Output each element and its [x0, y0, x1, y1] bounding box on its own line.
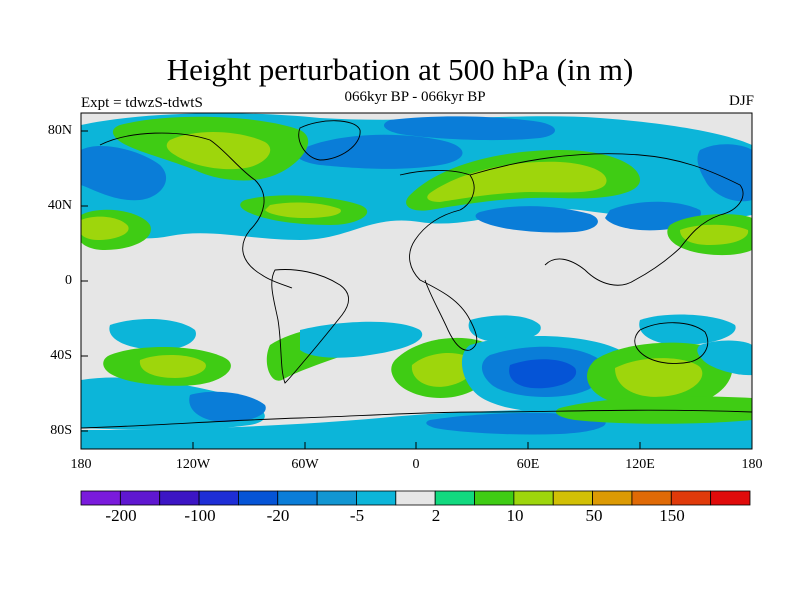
colorbar-swatch — [552, 490, 593, 506]
colorbar-label: -5 — [349, 506, 365, 525]
central-asia-blue — [475, 206, 598, 233]
colorbar-swatch — [710, 490, 751, 506]
lon-label-180w: 180 — [70, 457, 92, 472]
colorbar-label: -100 — [184, 506, 216, 525]
colorbar-swatch — [631, 490, 672, 506]
colorbar-swatch — [159, 490, 200, 506]
colorbar-label: 2 — [431, 506, 441, 525]
colorbar-swatch — [277, 490, 318, 506]
lon-label-0: 0 — [412, 457, 420, 472]
lat-label-0: 0 — [65, 273, 72, 288]
lat-label-80n: 80N — [47, 123, 72, 138]
lon-label-180e: 180 — [741, 457, 763, 472]
north-pacific-blue-2 — [697, 144, 752, 202]
colorbar-swatch — [670, 490, 712, 506]
europe-africa-coast — [399, 170, 478, 351]
canada-blue — [296, 134, 463, 169]
lat-label-40s: 40S — [50, 348, 72, 363]
colorbar-label: -200 — [105, 506, 137, 525]
lon-label-120e: 120E — [625, 457, 655, 472]
tropical-blue-3 — [639, 314, 736, 345]
period-label: 066kyr BP - 066kyr BP — [344, 89, 486, 105]
asia-coast — [469, 153, 744, 286]
australia-s-yellow — [615, 358, 703, 397]
colorbar-swatch — [316, 490, 357, 506]
australia-coast — [634, 322, 709, 364]
colorbar-label: 50 — [585, 506, 603, 525]
s-atlantic-band — [300, 321, 423, 358]
contour-field — [81, 113, 752, 449]
colorbar-swatch — [198, 490, 239, 506]
coastlines — [81, 120, 752, 429]
colorbar-swatch — [395, 490, 436, 506]
lon-label-60w: 60W — [291, 457, 319, 472]
atlantic-yellow — [265, 202, 341, 218]
arctic-ocean-blue — [384, 116, 555, 141]
antarctic-deepblue — [426, 412, 606, 435]
nw-pacific-yellow — [81, 216, 129, 240]
colorbar — [80, 490, 751, 506]
colorbar-swatch — [119, 490, 161, 506]
ne-pacific-yellow — [680, 224, 749, 245]
colorbar-swatch — [513, 490, 554, 506]
s-indian-deepblue — [509, 359, 577, 389]
colorbar-label: -20 — [266, 506, 290, 525]
s-pacific-deepblue — [189, 391, 266, 422]
eurasia-yellow — [427, 161, 607, 202]
greenland-coast — [298, 120, 361, 161]
lat-label-80s: 80S — [50, 423, 72, 438]
colorbar-swatch — [80, 490, 121, 506]
axis-ticks — [81, 130, 641, 449]
colorbar-swatch — [592, 490, 633, 506]
lat-label-40n: 40N — [47, 198, 72, 213]
experiment-label: Expt = tdwzS-tdwtS — [81, 95, 203, 111]
tropical-blue-1 — [109, 318, 196, 350]
tropical-blue-2 — [468, 315, 541, 342]
south-america-coast — [271, 269, 349, 384]
season-label: DJF — [728, 93, 754, 109]
antarctica-coast — [81, 409, 752, 429]
colorbar-label: 10 — [506, 506, 524, 525]
colorbar-swatch — [474, 490, 515, 506]
s-atlantic-yellow — [411, 353, 474, 387]
colorbar-label: 150 — [659, 506, 685, 525]
north-america-coast — [99, 132, 293, 289]
s-pacific-yellow — [139, 354, 206, 378]
colorbar-swatch — [356, 490, 397, 506]
lon-label-120w: 120W — [175, 457, 211, 472]
north-pacific-blue — [81, 145, 167, 201]
lon-label-60e: 60E — [516, 457, 540, 472]
colorbar-swatch — [238, 490, 279, 506]
colorbar-swatch — [434, 490, 475, 506]
greenland-yellow — [166, 131, 271, 170]
plot-title: Height perturbation at 500 hPa (in m) — [166, 52, 634, 87]
s-ne-blue — [697, 340, 752, 376]
